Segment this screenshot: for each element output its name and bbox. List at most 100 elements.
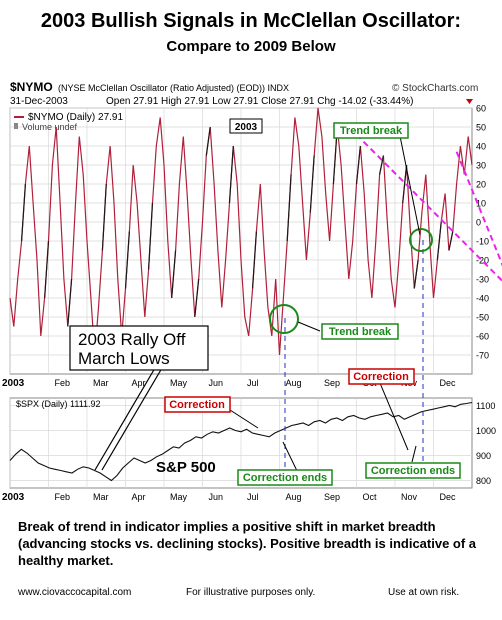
legend-spx: $SPX (Daily) 1111.92 (16, 399, 101, 409)
volume-icon (14, 123, 18, 129)
y-tick-label: 30 (476, 161, 486, 171)
y-tick-label: -70 (476, 351, 489, 361)
nymo-segment (436, 221, 442, 261)
spx-line (9, 401, 473, 482)
x-tick-label: Jun (209, 378, 224, 388)
y-tick-label: 40 (476, 142, 486, 152)
correction-2-box (348, 368, 415, 385)
trend-break-circle-dec (409, 228, 433, 252)
x-tick-label: Apr (132, 378, 146, 388)
nymo-segment (309, 155, 315, 213)
trend-break-circle-aug (269, 304, 299, 334)
chart-description: (NYSE McClellan Oscillator (Ratio Adjust… (58, 83, 289, 93)
x-tick-label: Aug (286, 492, 302, 502)
arrow-trend-break-top (399, 135, 421, 236)
correction-1-label: Correction (169, 399, 225, 411)
y-tick-label: 1000 (476, 426, 496, 436)
footer-right: Use at own risk. (388, 587, 460, 598)
x-tick-label: May (170, 378, 188, 388)
trend-line-2 (455, 151, 502, 267)
trend-break-top-box (333, 122, 409, 139)
x-tick-label: Apr (132, 492, 146, 502)
page-subtitle: Compare to 2009 Below (166, 38, 336, 55)
chart-symbol: $NYMO (10, 80, 53, 94)
x-tick-label: Jun (209, 492, 224, 502)
rally-line2: March Lows (78, 349, 170, 368)
x-tick-label: 2003 (2, 492, 25, 503)
nymo-segment (413, 259, 419, 289)
nymo-segment (194, 278, 200, 318)
correction-ends-2-label: Correction ends (371, 465, 455, 477)
chart-date: 31-Dec-2003 (10, 96, 68, 107)
footer-center: For illustrative purposes only. (186, 587, 316, 598)
nymo-segment (228, 145, 234, 204)
y-tick-label: -40 (476, 294, 489, 304)
x-tick-label: Oct (363, 492, 378, 502)
y-tick-label: 0 (476, 218, 481, 228)
nymo-segment (148, 202, 154, 270)
y-tick-label: 60 (476, 104, 486, 114)
nymo-segment (251, 231, 257, 289)
y-tick-label: 10 (476, 199, 486, 209)
x-tick-label: Aug (286, 378, 302, 388)
nymo-segment (402, 164, 408, 204)
down-triangle-icon (466, 99, 473, 104)
page-title: 2003 Bullish Signals in McClellan Oscill… (40, 10, 462, 32)
y-tick-label: -60 (476, 332, 489, 342)
trend-break-mid-label: Trend break (329, 326, 392, 338)
arrow-correction-ends-2 (411, 445, 417, 463)
y-tick-label: 20 (476, 180, 486, 190)
y-tick-label: -50 (476, 313, 489, 323)
nymo-segment (171, 250, 177, 299)
correction-1-box (164, 396, 231, 413)
nymo-segment (124, 231, 130, 289)
x-tick-label: Nov (401, 492, 418, 502)
x-tick-label: Feb (55, 378, 71, 388)
nymo-segment (67, 278, 73, 327)
y-tick-label: 1100 (476, 401, 495, 411)
nymo-segment (448, 231, 454, 251)
correction-ends-1-label: Correction ends (243, 472, 327, 484)
trend-line-1 (355, 133, 502, 283)
nymo-segment (20, 183, 26, 242)
arrow-correction-2 (379, 382, 409, 451)
y-tick-label: -10 (476, 237, 489, 247)
nymo-segment (101, 183, 107, 251)
rally-line1: 2003 Rally Off (78, 330, 186, 349)
x-tick-label: Jul (247, 492, 259, 502)
year-badge-box (229, 118, 263, 134)
rally-box (69, 325, 209, 371)
y-tick-label: 50 (476, 123, 486, 133)
y-tick-label: 800 (476, 476, 491, 486)
x-tick-label: Sep (324, 378, 340, 388)
nymo-segment (205, 126, 211, 156)
nymo-line (9, 107, 473, 356)
x-tick-label: Feb (55, 492, 71, 502)
correction-ends-2-box (365, 462, 461, 479)
stockcharts-brand: © StockCharts.com (392, 83, 478, 94)
y-tick-label: 900 (476, 451, 491, 461)
nymo-segment (379, 155, 385, 175)
x-tick-label: Sep (324, 492, 340, 502)
sp500-label: S&P 500 (156, 459, 216, 476)
spx-panel: 800 900 1000 1100 2003 Feb Mar Apr May Jun Jul Aug… (2, 397, 496, 503)
trend-break-top-label: Trend break (340, 125, 403, 137)
y-tick-label: -20 (476, 256, 489, 266)
arrow-rally-1 (94, 367, 156, 471)
correction-ends-1-box (237, 469, 333, 486)
x-tick-label: Jul (247, 378, 259, 388)
legend-nymo: $NYMO (Daily) 27.91 (28, 112, 123, 123)
nymo-segment (44, 240, 50, 299)
nymo-segment (355, 145, 361, 185)
y-tick-label: -30 (476, 275, 489, 285)
year-badge: 2003 (235, 122, 258, 133)
footer-left: www.ciovaccocapital.com (18, 587, 132, 598)
nymo-segment (286, 174, 292, 242)
x-tick-label: Dec (440, 378, 457, 388)
arrow-rally-2 (101, 367, 163, 471)
x-tick-label: May (170, 492, 188, 502)
x-tick-label: Mar (93, 492, 109, 502)
correction-2-label: Correction (353, 371, 409, 383)
body-text: Break of trend in indicator implies a po… (18, 519, 477, 568)
